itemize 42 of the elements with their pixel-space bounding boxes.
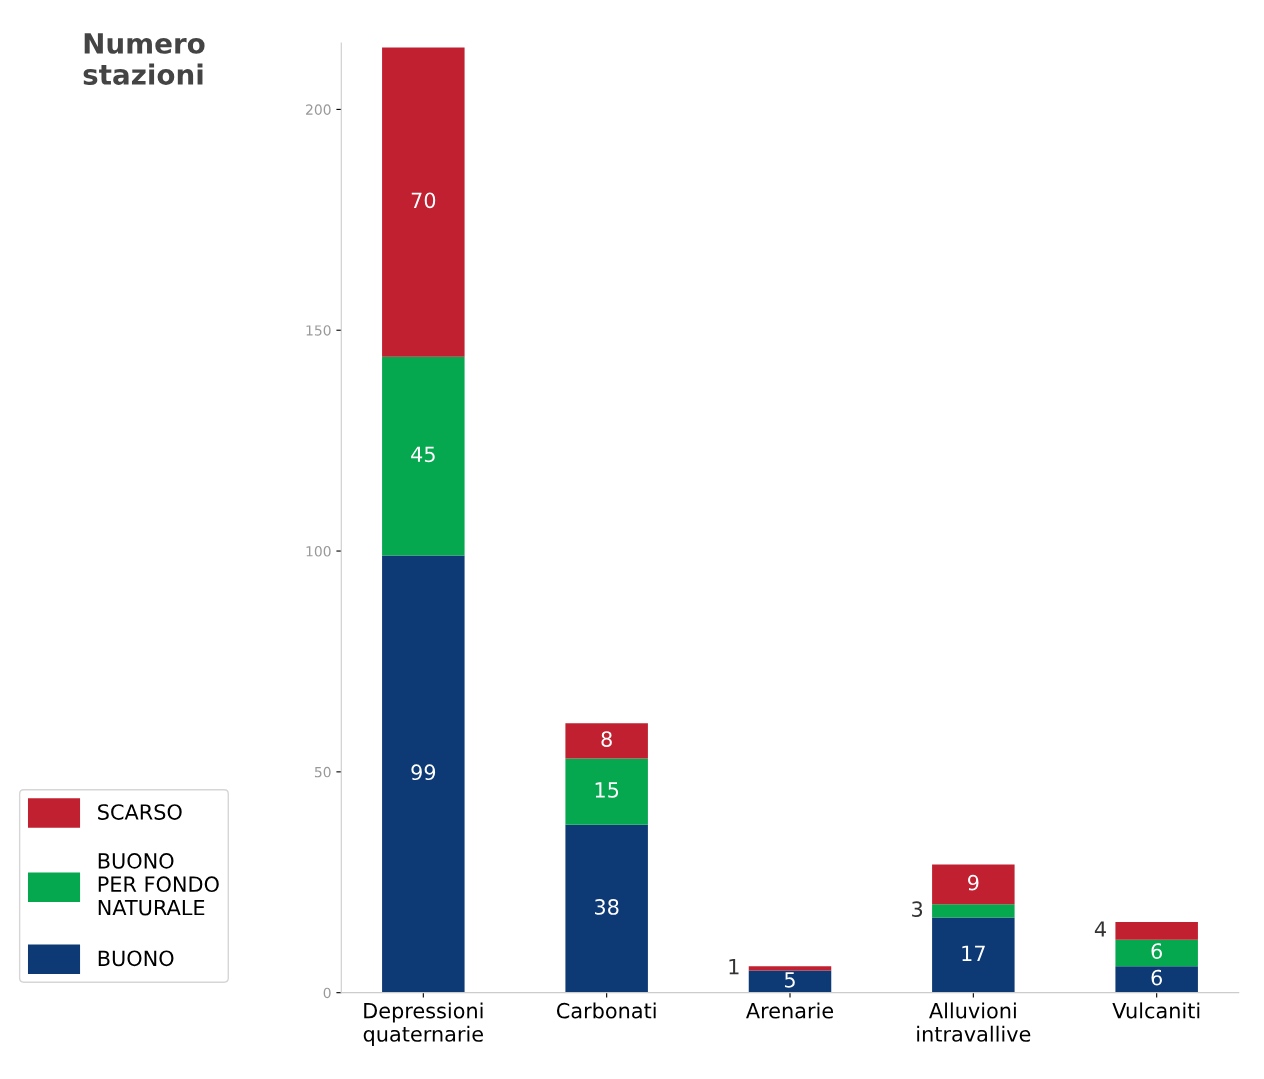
bar [932,917,1015,993]
bar [932,864,1015,905]
data-label: 17 [962,945,985,961]
data-label: 1 [729,958,739,975]
data-label: 9 [968,874,979,891]
bar [748,970,832,993]
x-tick-label: Depressioni quaternarie [363,1002,483,1046]
legend-label: BUONO PER FONDO NATURALE [98,853,219,916]
bar [1115,922,1198,940]
data-label: 45 [411,446,435,463]
bar [382,356,465,556]
bar [1115,939,1198,967]
bar [1115,966,1198,993]
data-label: 70 [411,192,436,209]
data-label: 6 [1151,943,1162,959]
bar [932,904,1015,918]
y-tick-label: 150 [306,325,331,336]
legend-label: BUONO [98,950,174,967]
data-label: 5 [784,972,795,988]
data-label: 6 [1151,969,1162,986]
data-label: 4 [1094,921,1106,937]
x-tick-label: Alluvioni intravallive [917,1002,1031,1042]
y-tick-label: 50 [314,766,331,778]
legend-label: SCARSO [98,804,182,820]
y-tick-label: 200 [306,104,331,115]
y-axis-title: Numero stazioni [83,33,205,85]
data-label: 15 [595,782,619,798]
y-tick-label: 0 [323,987,331,999]
bar [565,758,648,825]
x-tick-label: Vulcaniti [1112,1002,1200,1019]
data-label: 3 [912,901,923,918]
bar [382,47,465,357]
y-tick-label: 100 [306,546,331,557]
data-label: 38 [595,899,619,915]
bar [565,723,648,759]
data-label: 8 [601,731,612,747]
bar [565,824,648,993]
data-label: 99 [411,764,436,781]
bar [382,555,465,993]
x-tick-label: Carbonati [556,1002,656,1019]
x-tick-label: Arenarie [746,1002,834,1019]
bar [748,966,832,971]
